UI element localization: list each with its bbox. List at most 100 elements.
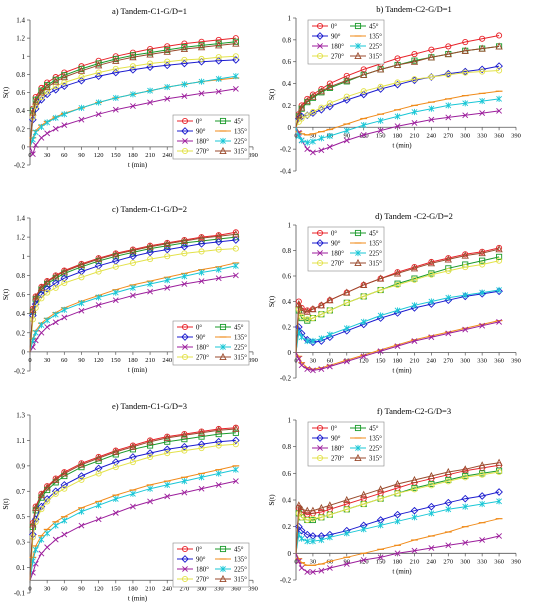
data-point	[164, 438, 171, 445]
data-point	[355, 249, 361, 257]
x-axis-label: t (min)	[392, 141, 412, 149]
data-point	[343, 561, 350, 567]
data-point	[78, 65, 85, 72]
data-point	[411, 51, 418, 58]
data-point	[52, 284, 59, 291]
data-point	[180, 59, 189, 68]
data-point	[326, 511, 333, 518]
data-point	[444, 467, 452, 476]
data-point	[198, 90, 205, 97]
y-tick-label: 0.2	[282, 102, 291, 110]
y-tick-label: -0.1	[14, 590, 26, 598]
data-point	[317, 301, 326, 309]
legend-label: 315°	[234, 148, 247, 155]
data-point	[52, 83, 59, 90]
y-tick-label: -0.2	[14, 368, 26, 376]
data-point	[303, 96, 311, 105]
data-point	[215, 246, 222, 253]
data-point	[342, 326, 351, 335]
data-point	[163, 445, 172, 454]
legend-label: 135°	[234, 334, 247, 341]
data-point	[462, 38, 469, 46]
data-series	[295, 67, 503, 128]
data-point	[182, 138, 188, 144]
data-point	[428, 105, 435, 112]
data-point	[316, 454, 324, 462]
data-point	[181, 250, 188, 257]
data-series	[295, 458, 503, 554]
data-point	[462, 503, 469, 510]
chart-title: b) Tandem-C2-G/D=1	[376, 4, 452, 14]
data-point	[38, 295, 45, 302]
x-tick-label: 180	[128, 357, 138, 364]
legend-item: 135°	[350, 240, 382, 247]
legend-item: 135°	[215, 334, 247, 341]
y-tick-label: 0.6	[282, 273, 291, 281]
x-tick-label: 240	[162, 357, 172, 364]
legend-item: 315°	[215, 146, 247, 155]
legend-item: 135°	[350, 435, 382, 442]
data-point	[130, 490, 136, 497]
x-tick-label: 0	[294, 358, 297, 365]
data-point	[354, 453, 362, 462]
series-line	[295, 289, 500, 353]
legend-box	[172, 320, 250, 366]
data-point	[95, 302, 102, 308]
data-point	[342, 96, 351, 104]
legend-box	[307, 421, 385, 467]
data-series	[295, 320, 503, 370]
data-point	[60, 267, 68, 275]
legend-item: 180°	[312, 43, 344, 50]
data-point	[181, 127, 189, 135]
data-point	[359, 90, 368, 99]
data-point	[479, 68, 486, 75]
y-tick-label: 1	[288, 222, 292, 230]
data-point	[393, 309, 402, 317]
data-point	[219, 146, 227, 155]
data-point	[343, 299, 350, 306]
data-point	[232, 245, 239, 252]
data-point	[310, 538, 316, 545]
data-point	[78, 274, 85, 281]
y-tick-label: 0	[288, 550, 292, 558]
data-point	[298, 313, 305, 320]
data-point	[147, 60, 154, 67]
legend-label: 0°	[331, 230, 337, 237]
data-point	[316, 424, 324, 432]
data-point	[52, 475, 60, 483]
y-tick-label: 0.2	[282, 523, 291, 531]
data-series	[294, 287, 503, 353]
data-point	[318, 104, 325, 111]
legend: 0° 45° 90° 135° 180° 225° 270° 315°	[172, 320, 250, 366]
data-point	[343, 358, 350, 365]
x-tick-label: 30	[44, 585, 51, 592]
series-line	[295, 290, 500, 353]
data-point	[232, 230, 240, 238]
legend-label: 0°	[331, 425, 337, 432]
data-point	[112, 464, 119, 471]
data-point	[479, 322, 486, 329]
y-tick-label: -0.4	[280, 168, 292, 176]
data-point	[198, 485, 205, 492]
data-point	[479, 289, 486, 296]
data-point	[462, 112, 469, 119]
y-axis-label: S(t)	[1, 86, 10, 98]
data-point	[95, 470, 102, 477]
data-point	[495, 488, 503, 496]
data-point	[410, 475, 419, 484]
data-point	[317, 503, 326, 512]
data-point	[95, 111, 102, 118]
data-point	[479, 97, 486, 105]
data-point	[309, 108, 316, 116]
data-point	[164, 46, 171, 53]
data-point	[376, 314, 385, 322]
data-point	[130, 91, 136, 98]
x-tick-label: 210	[145, 585, 155, 592]
data-point	[343, 495, 351, 504]
data-point	[52, 114, 59, 121]
data-point	[112, 495, 119, 503]
data-point	[95, 69, 102, 76]
legend-item: 225°	[350, 249, 382, 257]
data-point	[298, 514, 305, 521]
data-point	[215, 75, 222, 83]
